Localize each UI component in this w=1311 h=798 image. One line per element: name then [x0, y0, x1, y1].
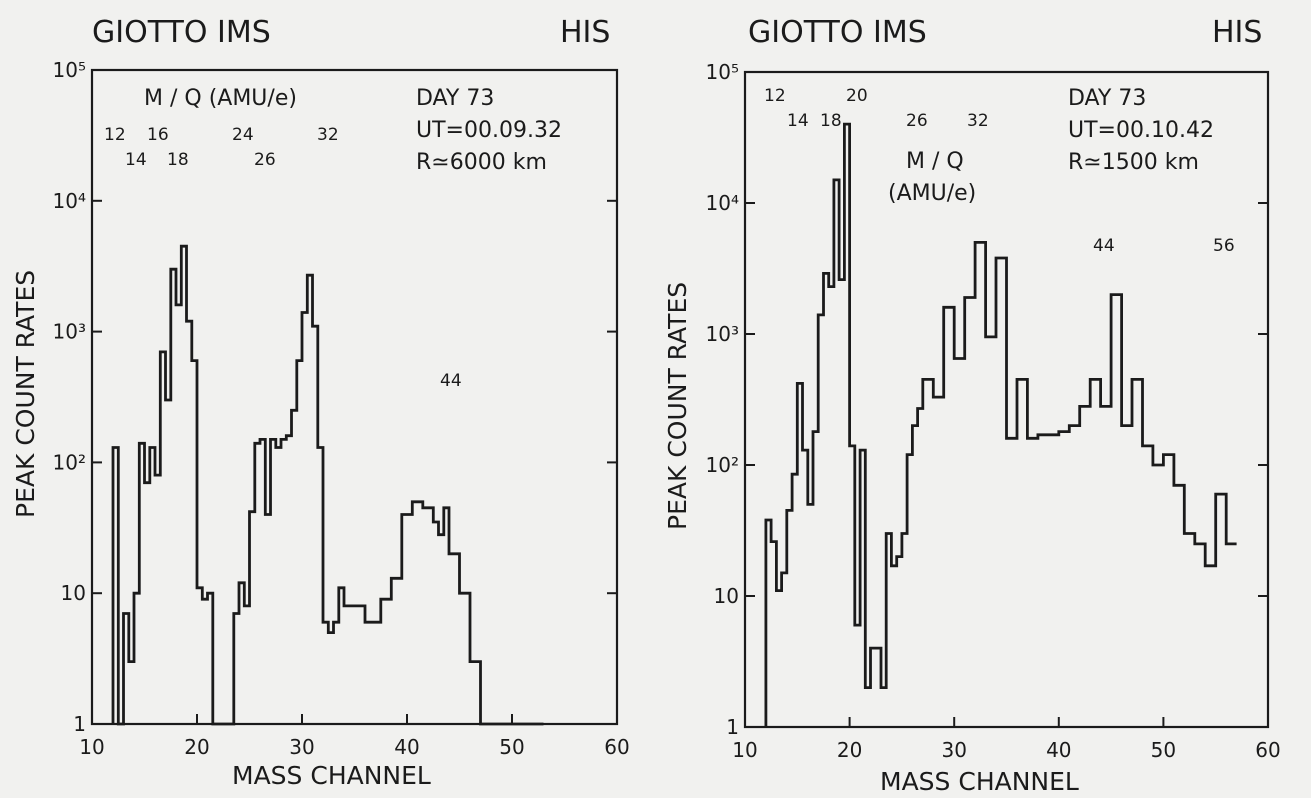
right-ion-12: 12: [764, 86, 786, 106]
right-ion-14: 14: [787, 111, 809, 131]
left-ion-26: 26: [254, 150, 276, 170]
right-x-tick-label: 50: [1151, 738, 1176, 762]
left-x-tick-label: 60: [604, 735, 629, 759]
right-ut: UT=00.10.42: [1068, 118, 1214, 143]
left-series-line: [111, 244, 544, 726]
right-title: GIOTTO IMS: [748, 15, 927, 50]
right-y-axis-label: PEAK COUNT RATES: [663, 282, 692, 530]
left-x-tick-label: 30: [289, 735, 314, 759]
left-title: GIOTTO IMS: [92, 15, 271, 50]
left-y-axis-label: PEAK COUNT RATES: [11, 270, 40, 518]
left-plot-frame: [90, 68, 619, 726]
right-day: DAY 73: [1068, 86, 1146, 111]
right-instrument: HIS: [1212, 15, 1262, 50]
left-y-tick-label: 10²: [53, 450, 86, 474]
right-plot-frame: [743, 70, 1270, 729]
left-ion-32: 32: [317, 125, 339, 145]
left-ion-24: 24: [232, 125, 254, 145]
left-range: R≃6000 km: [416, 150, 547, 175]
right-ion-56: 56: [1213, 236, 1235, 256]
left-x-tick-label: 20: [184, 735, 209, 759]
left-x-tick-label: 10: [79, 735, 104, 759]
right-mq-label: M / Q: [906, 149, 964, 174]
left-x-axis-label: MASS CHANNEL: [232, 761, 431, 790]
right-range: R≃1500 km: [1068, 150, 1199, 175]
left-y-tick-label: 10³: [53, 320, 86, 344]
left-y-tick-label: 10⁵: [53, 58, 86, 82]
right-x-tick-label: 20: [837, 738, 862, 762]
right-y-tick-label: 10: [714, 584, 739, 608]
right-series-line: [764, 122, 1237, 727]
right-ion-32: 32: [967, 111, 989, 131]
right-x-axis-label: MASS CHANNEL: [880, 767, 1079, 796]
left-y-tick-label: 10: [61, 581, 86, 605]
left-day: DAY 73: [416, 86, 494, 111]
right-y-tick-label: 10⁴: [706, 191, 739, 215]
left-x-tick-label: 50: [499, 735, 524, 759]
left-ion-12: 12: [104, 125, 126, 145]
right-ion-20: 20: [846, 86, 868, 106]
right-ion-26: 26: [906, 111, 928, 131]
left-ion-16: 16: [147, 125, 169, 145]
left-ion-44: 44: [440, 371, 462, 391]
left-x-tick-label: 40: [394, 735, 419, 759]
left-y-tick-label: 1: [73, 712, 86, 736]
left-ion-14: 14: [125, 150, 147, 170]
right-ion-44: 44: [1093, 236, 1115, 256]
left-instrument: HIS: [560, 15, 610, 50]
left-ion-18: 18: [167, 150, 189, 170]
left-ut: UT=00.09.32: [416, 118, 562, 143]
right-x-tick-label: 30: [941, 738, 966, 762]
right-y-tick-label: 10²: [706, 453, 739, 477]
right-ion-18: 18: [820, 111, 842, 131]
right-mq-units: (AMU/e): [888, 181, 976, 206]
right-y-tick-label: 10³: [706, 322, 739, 346]
left-chart: GIOTTO IMS HIS PEAK COUNT RATES MASS CHA…: [11, 15, 630, 790]
right-chart: GIOTTO IMS HIS PEAK COUNT RATES MASS CHA…: [663, 15, 1281, 796]
right-x-tick-label: 40: [1046, 738, 1071, 762]
left-y-tick-label: 10⁴: [53, 189, 86, 213]
left-mq-label: M / Q (AMU/e): [144, 86, 297, 111]
right-y-tick-label: 1: [726, 715, 739, 739]
right-x-tick-label: 60: [1255, 738, 1280, 762]
right-x-tick-label: 10: [732, 738, 757, 762]
right-y-tick-label: 10⁵: [706, 60, 739, 84]
